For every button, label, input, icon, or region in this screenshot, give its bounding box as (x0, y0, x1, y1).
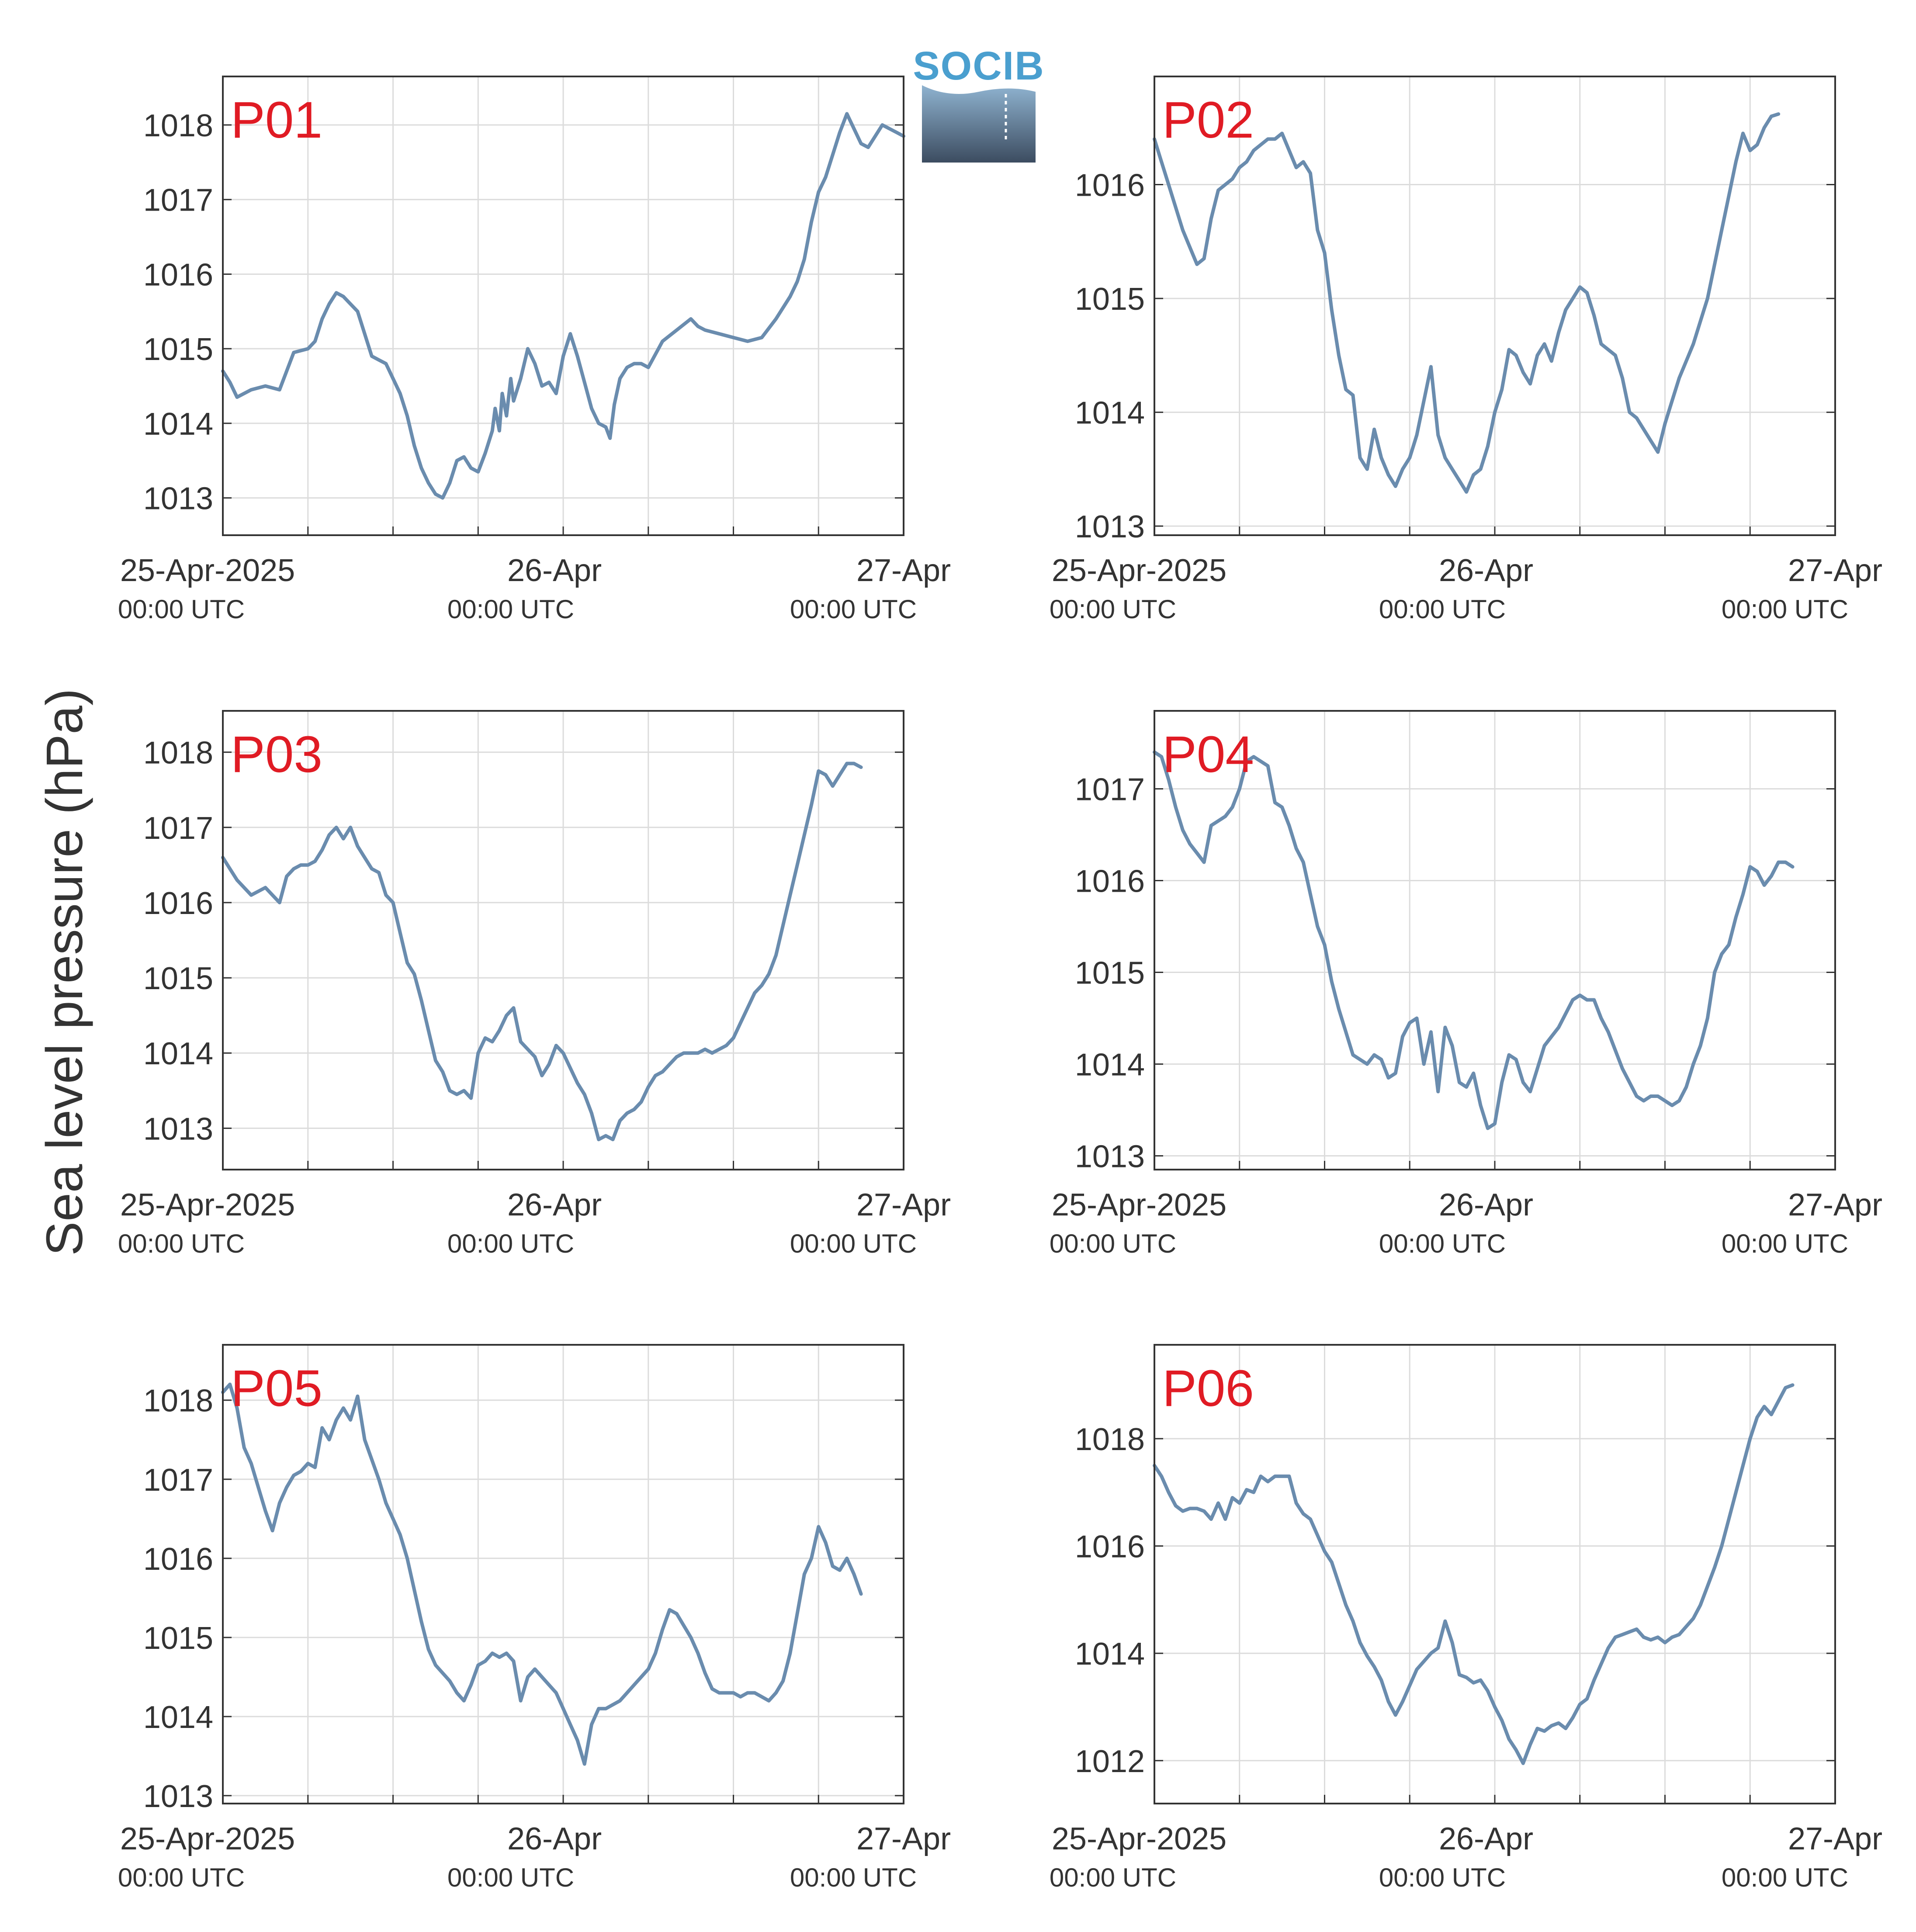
y-tick-label: 1015 (1075, 282, 1145, 317)
socib-logo-text: SOCIB (913, 44, 1044, 88)
x-tick-sublabel: 00:00 UTC (1722, 595, 1848, 624)
x-tick-label: 27-Apr (856, 1821, 951, 1856)
y-tick-label: 1016 (143, 886, 213, 921)
y-tick-label: 1012 (1075, 1744, 1145, 1779)
y-tick-label: 1013 (1075, 509, 1145, 544)
y-tick-label: 1017 (143, 1463, 213, 1498)
x-tick-sublabel: 00:00 UTC (447, 1863, 574, 1892)
x-tick-label: 25-Apr-2025 (120, 553, 295, 588)
x-tick-sublabel: 00:00 UTC (790, 1863, 917, 1892)
x-tick-sublabel: 00:00 UTC (1722, 1863, 1848, 1892)
series-line (221, 762, 863, 1142)
x-tick-sublabel: 00:00 UTC (1050, 1863, 1176, 1892)
series-line (1153, 1383, 1795, 1765)
x-tick-label: 26-Apr (1439, 1188, 1533, 1222)
x-tick-label: 25-Apr-2025 (120, 1821, 295, 1856)
x-tick-label: 25-Apr-2025 (1052, 1188, 1227, 1222)
series-line (221, 1382, 863, 1766)
panel-p04: 1013 1014 1015 1016 1017 P04 25-Apr-2025 00:00 … (1050, 710, 1882, 1258)
y-tick-label: 1013 (143, 1779, 213, 1814)
panel-p03: 1013 1014 1015 1016 1017 1018 P03 25-Apr-2025 00… (118, 710, 951, 1258)
axes-frame (222, 1344, 904, 1804)
x-tick-label: 27-Apr (1788, 553, 1882, 588)
y-tick-label: 1013 (143, 481, 213, 516)
x-tick-sublabel: 00:00 UTC (1379, 1229, 1506, 1258)
y-tick-label: 1016 (1075, 864, 1145, 899)
y-tick-label: 1018 (143, 1384, 213, 1419)
x-tick-label: 27-Apr (856, 1188, 951, 1222)
station-label: P03 (231, 726, 322, 783)
panels: 1013 1014 1015 1016 1017 1018 P01 25-Apr-2025 00… (118, 76, 1882, 1892)
y-tick-label: 1017 (143, 183, 213, 218)
y-tick-label: 1015 (1075, 956, 1145, 991)
axes-frame (222, 710, 904, 1170)
axes-frame (1154, 76, 1836, 536)
y-tick-label: 1018 (143, 108, 213, 143)
y-tick-label: 1016 (143, 257, 213, 292)
panel-p06: 1012 1014 1016 1018 P06 25-Apr-2025 00:00 UTC 2… (1050, 1344, 1882, 1892)
y-tick-label: 1017 (1075, 772, 1145, 807)
station-label: P01 (231, 91, 322, 149)
x-tick-sublabel: 00:00 UTC (118, 1863, 245, 1892)
y-tick-label: 1016 (143, 1542, 213, 1577)
station-label: P02 (1162, 91, 1254, 149)
y-tick-label: 1015 (143, 961, 213, 996)
y-tick-label: 1014 (1075, 396, 1145, 431)
x-tick-label: 25-Apr-2025 (1052, 553, 1227, 588)
y-tick-label: 1013 (1075, 1139, 1145, 1174)
y-tick-label: 1018 (143, 736, 213, 771)
x-tick-label: 26-Apr (507, 1821, 602, 1856)
x-tick-label: 25-Apr-2025 (1052, 1821, 1227, 1856)
y-tick-label: 1015 (143, 1621, 213, 1656)
y-tick-label: 1016 (1075, 1530, 1145, 1565)
x-tick-sublabel: 00:00 UTC (1722, 1229, 1848, 1258)
x-tick-label: 27-Apr (856, 553, 951, 588)
x-tick-sublabel: 00:00 UTC (1379, 1863, 1506, 1892)
panel-p01: 1013 1014 1015 1016 1017 1018 P01 25-Apr-2025 00… (118, 76, 951, 624)
y-tick-label: 1014 (1075, 1637, 1145, 1672)
x-tick-sublabel: 00:00 UTC (1050, 1229, 1176, 1258)
x-tick-label: 26-Apr (1439, 1821, 1533, 1856)
station-label: P06 (1162, 1360, 1254, 1417)
x-tick-sublabel: 00:00 UTC (118, 595, 245, 624)
y-tick-label: 1014 (1075, 1048, 1145, 1083)
x-tick-sublabel: 00:00 UTC (118, 1229, 245, 1258)
x-tick-label: 27-Apr (1788, 1821, 1882, 1856)
y-tick-label: 1014 (143, 1700, 213, 1735)
x-tick-sublabel: 00:00 UTC (790, 1229, 917, 1258)
panel-p05: 1013 1014 1015 1016 1017 1018 P05 25-Apr-2025 00… (118, 1344, 951, 1892)
x-tick-sublabel: 00:00 UTC (1379, 595, 1506, 624)
series-line (1153, 112, 1781, 494)
y-tick-label: 1016 (1075, 168, 1145, 203)
panel-p02: 1013 1014 1015 1016 P02 25-Apr-2025 00:00 UTC 2… (1050, 76, 1882, 624)
series-line (1153, 750, 1795, 1130)
socib-logo-wave (922, 85, 1036, 163)
y-tick-label: 1014 (143, 1036, 213, 1071)
y-tick-label: 1014 (143, 407, 213, 442)
x-tick-label: 26-Apr (1439, 553, 1533, 588)
x-tick-sublabel: 00:00 UTC (790, 595, 917, 624)
station-label: P04 (1162, 726, 1254, 783)
series-line (221, 112, 905, 500)
axes-frame (1154, 1344, 1836, 1804)
y-tick-label: 1017 (143, 811, 213, 846)
y-tick-label: 1015 (143, 332, 213, 367)
x-tick-label: 26-Apr (507, 1188, 602, 1222)
x-tick-label: 25-Apr-2025 (120, 1188, 295, 1222)
x-tick-sublabel: 00:00 UTC (447, 1229, 574, 1258)
axes-frame (222, 76, 904, 536)
socib-logo: SOCIB (913, 44, 1044, 163)
axes-frame (1154, 710, 1836, 1170)
figure-y-axis-label: Sea level pressure (hPa) (36, 689, 94, 1256)
y-tick-label: 1013 (143, 1111, 213, 1146)
y-tick-label: 1018 (1075, 1422, 1145, 1457)
x-tick-label: 26-Apr (507, 553, 602, 588)
x-tick-sublabel: 00:00 UTC (1050, 595, 1176, 624)
station-label: P05 (231, 1360, 322, 1417)
x-tick-label: 27-Apr (1788, 1188, 1882, 1222)
x-tick-sublabel: 00:00 UTC (447, 595, 574, 624)
